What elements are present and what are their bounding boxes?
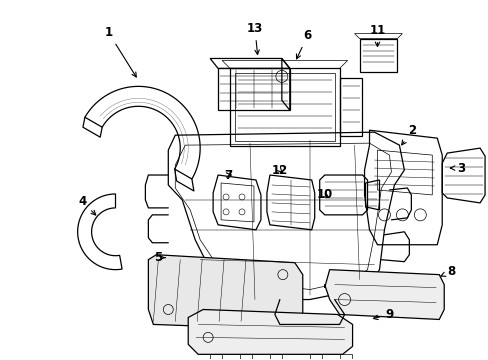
- Polygon shape: [148, 255, 302, 329]
- Text: 10: 10: [316, 188, 332, 202]
- Text: 1: 1: [104, 26, 136, 77]
- Text: 8: 8: [440, 265, 454, 278]
- Text: 9: 9: [373, 308, 393, 321]
- Text: 11: 11: [368, 24, 385, 46]
- Text: 4: 4: [79, 195, 96, 215]
- Text: 6: 6: [296, 29, 311, 59]
- Text: 5: 5: [154, 251, 165, 264]
- Text: 13: 13: [246, 22, 263, 54]
- Text: 2: 2: [401, 124, 416, 145]
- Text: 12: 12: [271, 163, 287, 176]
- Text: 3: 3: [449, 162, 464, 175]
- Polygon shape: [188, 310, 352, 354]
- Text: 7: 7: [224, 168, 232, 181]
- Polygon shape: [324, 270, 443, 319]
